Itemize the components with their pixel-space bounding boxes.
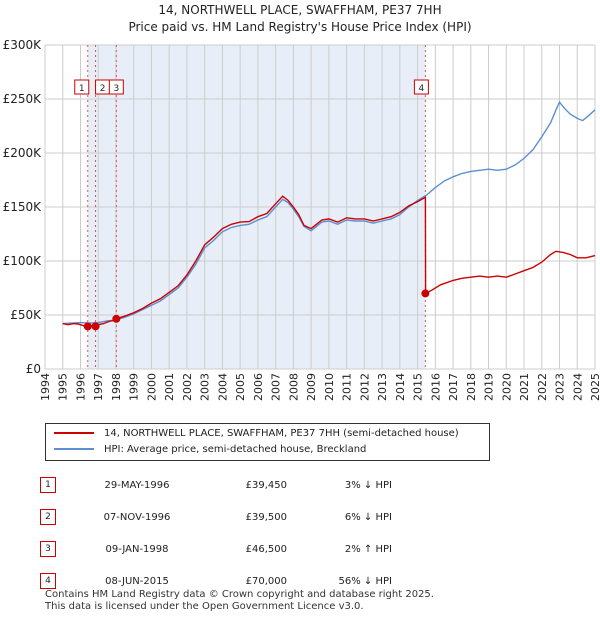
sale-date: 09-JAN-1998 bbox=[105, 543, 169, 555]
sale-label-text: 3 bbox=[113, 84, 119, 94]
footer-attribution: Contains HM Land Registry data © Crown c… bbox=[45, 589, 434, 613]
y-tick-label: £100K bbox=[3, 254, 43, 268]
x-tick-label: 2011 bbox=[341, 373, 354, 401]
x-tick-label: 2014 bbox=[394, 373, 407, 401]
sale-label-box bbox=[74, 79, 90, 95]
x-tick-label: 2000 bbox=[145, 373, 158, 401]
chart-subtitle: Price paid vs. HM Land Registry's House … bbox=[128, 20, 472, 34]
x-tick-label: 1996 bbox=[74, 373, 87, 401]
x-tick-label: 2005 bbox=[234, 373, 247, 401]
sale-label-text: 2 bbox=[100, 84, 106, 94]
x-tick-label: 2013 bbox=[376, 373, 389, 401]
sale-date: 08-JUN-2015 bbox=[105, 575, 169, 587]
sale-price: £39,450 bbox=[245, 479, 287, 491]
x-tick-label: 2015 bbox=[412, 373, 425, 401]
table-row: 3 09-JAN-1998 £46,500 2% ↑ HPI bbox=[40, 533, 392, 565]
x-tick-label: 2012 bbox=[358, 373, 371, 401]
sale-point bbox=[421, 289, 430, 298]
sale-label-box bbox=[108, 79, 124, 95]
series-line-hpi bbox=[62, 100, 596, 325]
x-tick-label: 2009 bbox=[305, 373, 318, 401]
x-tick-label: 2020 bbox=[500, 373, 513, 401]
legend-item-hpi: HPI: Average price, semi-detached house,… bbox=[54, 442, 366, 458]
x-tick-label: 2023 bbox=[554, 373, 567, 401]
sale-price: £39,500 bbox=[245, 511, 287, 523]
x-tick-label: 2006 bbox=[252, 373, 265, 401]
sale-label-text: 4 bbox=[419, 84, 425, 94]
sale-label: 2 bbox=[95, 79, 111, 95]
sale-number-badge: 1 bbox=[40, 477, 56, 493]
table-row: 4 08-JUN-2015 £70,000 56% ↓ HPI bbox=[40, 565, 392, 597]
sale-point bbox=[91, 322, 100, 331]
x-tick-label: 2007 bbox=[270, 373, 283, 401]
y-tick-label: £300K bbox=[3, 38, 43, 52]
x-tick-label: 2004 bbox=[216, 373, 229, 401]
x-tick-label: 2022 bbox=[536, 373, 549, 401]
sale-point bbox=[112, 314, 121, 323]
x-tick-label: 1999 bbox=[128, 373, 141, 401]
sales-table: 1 29-MAY-1996 £39,450 3% ↓ HPI 2 07-NOV-… bbox=[40, 469, 392, 597]
sale-label: 1 bbox=[74, 79, 90, 95]
legend-swatch-hpi bbox=[54, 448, 94, 450]
x-tick-label: 2017 bbox=[447, 373, 460, 401]
legend-label-property: 14, NORTHWELL PLACE, SWAFFHAM, PE37 7HH … bbox=[104, 428, 459, 439]
price-chart: 1 2 3 4 £0 £50K £100K £150K £200K £250K £300K 1994 1… bbox=[3, 38, 600, 401]
x-tick-label: 2003 bbox=[199, 373, 212, 401]
x-tick-label: 1995 bbox=[57, 373, 70, 401]
chart-title-address: 14, NORTHWELL PLACE, SWAFFHAM, PE37 7HH bbox=[158, 3, 442, 17]
sale-label-text: 1 bbox=[79, 84, 85, 94]
y-tick-label: £150K bbox=[3, 200, 43, 214]
sale-price: £46,500 bbox=[245, 543, 287, 555]
x-tick-label: 2001 bbox=[163, 373, 176, 401]
legend-label-hpi: HPI: Average price, semi-detached house,… bbox=[104, 444, 367, 455]
x-tick-label: 2025 bbox=[589, 373, 600, 401]
y-tick-label: £50K bbox=[10, 308, 42, 322]
sale-hpi-diff: 56% ↓ HPI bbox=[338, 575, 392, 587]
legend-item-property: 14, NORTHWELL PLACE, SWAFFHAM, PE37 7HH … bbox=[54, 426, 459, 442]
y-tick-label: £0 bbox=[26, 362, 41, 376]
x-tick-label: 1998 bbox=[110, 373, 123, 401]
sale-number-badge: 3 bbox=[40, 541, 56, 557]
sale-label-box bbox=[413, 79, 429, 95]
chart-legend: 14, NORTHWELL PLACE, SWAFFHAM, PE37 7HH … bbox=[45, 423, 490, 461]
x-tick-label: 1994 bbox=[39, 373, 52, 401]
x-tick-label: 2010 bbox=[323, 373, 336, 401]
sale-hpi-diff: 2% ↑ HPI bbox=[344, 543, 392, 555]
table-row: 2 07-NOV-1996 £39,500 6% ↓ HPI bbox=[40, 501, 392, 533]
sale-date: 07-NOV-1996 bbox=[103, 511, 171, 523]
x-tick-label: 2018 bbox=[465, 373, 478, 401]
y-tick-label: £250K bbox=[3, 92, 43, 106]
sale-hpi-diff: 3% ↓ HPI bbox=[344, 479, 392, 491]
legend-swatch-property bbox=[54, 432, 94, 434]
sale-label: 4 bbox=[413, 79, 429, 95]
x-tick-label: 2019 bbox=[483, 373, 496, 401]
sale-price: £70,000 bbox=[245, 575, 287, 587]
x-tick-label: 1997 bbox=[92, 373, 105, 401]
y-tick-label: £200K bbox=[3, 146, 43, 160]
sale-hpi-diff: 6% ↓ HPI bbox=[344, 511, 392, 523]
footer-line-1: Contains HM Land Registry data © Crown c… bbox=[45, 589, 434, 600]
footer-line-2: This data is licensed under the Open Gov… bbox=[45, 601, 364, 612]
x-tick-label: 2024 bbox=[571, 373, 584, 401]
sale-point bbox=[83, 322, 92, 331]
x-tick-label: 2021 bbox=[518, 373, 531, 401]
sale-label: 3 bbox=[108, 79, 124, 95]
sale-number-badge: 4 bbox=[40, 573, 56, 589]
sale-date: 29-MAY-1996 bbox=[104, 479, 170, 491]
table-row: 1 29-MAY-1996 £39,450 3% ↓ HPI bbox=[40, 469, 392, 501]
x-tick-label: 2016 bbox=[429, 373, 442, 401]
x-tick-label: 2002 bbox=[181, 373, 194, 401]
x-tick-label: 2008 bbox=[287, 373, 300, 401]
sale-number-badge: 2 bbox=[40, 509, 56, 525]
